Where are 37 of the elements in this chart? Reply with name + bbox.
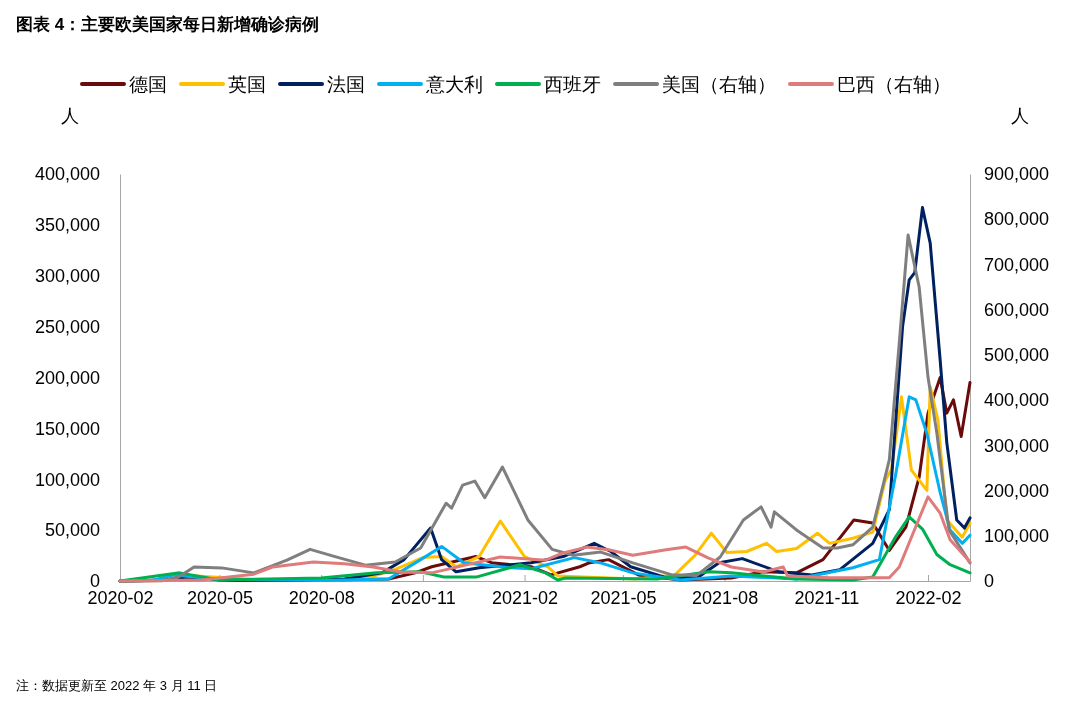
legend-label: 英国	[228, 74, 266, 95]
text: 注：数据更新至 2022 年 3 月 11 日	[16, 678, 218, 693]
legend-label: 美国（右轴）	[662, 74, 776, 95]
x-tick-label: 2020-11	[390, 587, 456, 608]
y-tick-label: 50,000	[44, 520, 100, 541]
y-tick-label: 200,000	[34, 367, 100, 388]
y-tick-label: 100,000	[34, 469, 100, 490]
y2-tick-label: 500,000	[984, 345, 1050, 366]
legend-label: 法国	[327, 74, 365, 95]
chart-title: 图表 4：主要欧美国家每日新增确诊病例	[16, 15, 320, 34]
legend-label: 西班牙	[544, 74, 601, 95]
x-tick-label: 2021-08	[692, 587, 759, 608]
x-tick-label: 2022-02	[895, 587, 962, 608]
y-tick-label: 400,000	[34, 164, 100, 185]
y2-tick-label: 200,000	[984, 480, 1050, 501]
x-tick-label: 2021-05	[590, 587, 657, 608]
x-tick-label: 2020-08	[288, 587, 355, 608]
y2-tick-label: 0	[984, 571, 995, 592]
y-axis-title: 人	[61, 106, 79, 126]
y-tick-label: 300,000	[34, 266, 100, 287]
y-tick-label: 250,000	[34, 316, 100, 337]
y2-tick-label: 600,000	[984, 299, 1050, 320]
legend-label: 意大利	[425, 74, 483, 95]
y2-tick-label: 100,000	[984, 526, 1050, 547]
legend-label: 德国	[129, 74, 167, 95]
y-tick-label: 350,000	[34, 215, 100, 236]
y2-tick-label: 300,000	[984, 435, 1050, 456]
x-tick-label: 2020-05	[186, 587, 254, 608]
y2-tick-label: 700,000	[984, 254, 1050, 275]
y2-axis-title: 人	[1011, 106, 1029, 126]
x-tick-label: 2021-02	[492, 587, 559, 608]
y2-tick-label: 900,000	[984, 164, 1050, 185]
y-tick-label: 150,000	[34, 418, 100, 439]
legend-label: 巴西（右轴）	[837, 74, 951, 95]
y2-tick-label: 400,000	[984, 390, 1050, 411]
x-tick-label: 2021-11	[794, 587, 860, 608]
y2-tick-label: 800,000	[984, 209, 1050, 230]
